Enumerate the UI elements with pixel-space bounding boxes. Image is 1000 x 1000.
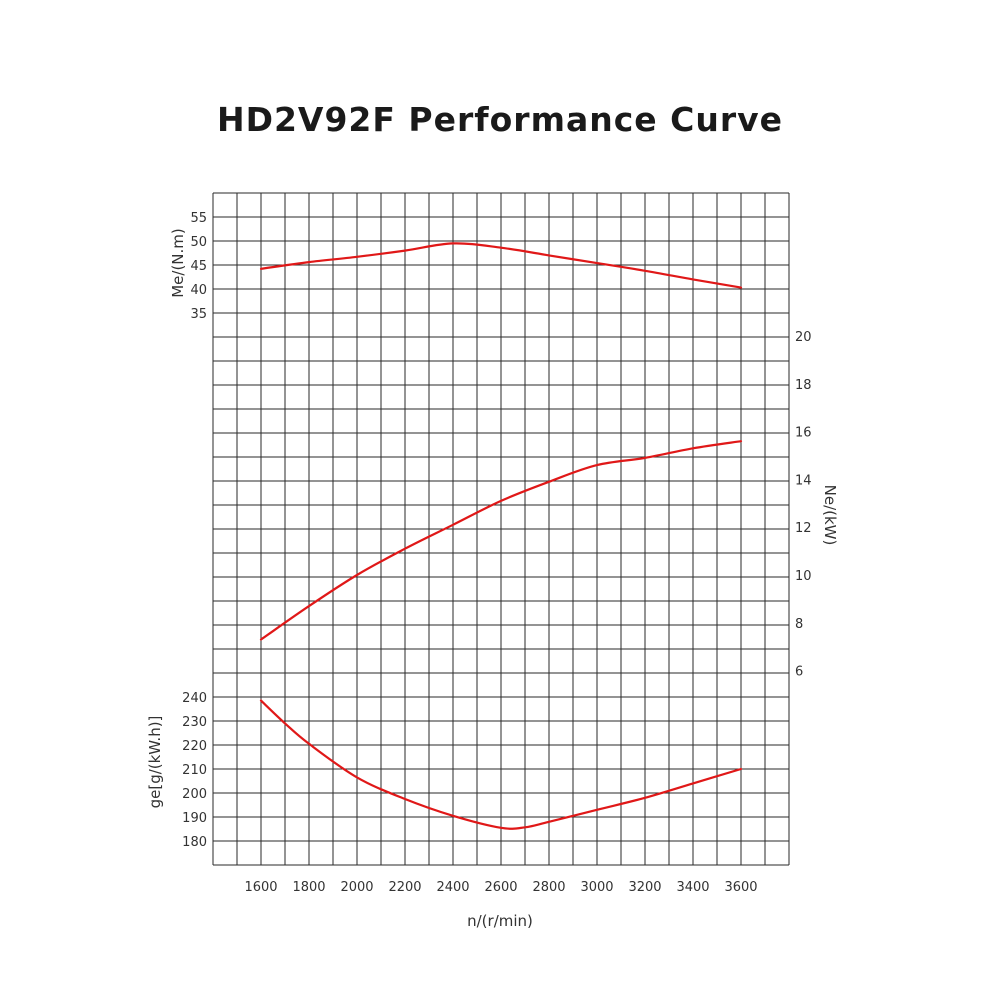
- chart-grid: [212, 192, 790, 866]
- x-tick-label: 2600: [484, 880, 517, 895]
- chart-ticks: 1600 1800 2000 2200 2400 2600 2800 3000 3200 3400…: [182, 211, 811, 895]
- x-tick-label: 1600: [244, 880, 277, 895]
- ge-tick-label: 240: [182, 691, 207, 706]
- ne-curve: [259, 440, 743, 641]
- ge-tick-label: 200: [182, 787, 207, 802]
- me-curve: [259, 242, 743, 289]
- ne-tick-label: 8: [795, 617, 803, 632]
- x-tick-label: 2400: [436, 880, 469, 895]
- me-tick-label: 50: [190, 235, 207, 250]
- me-tick-label: 35: [190, 307, 207, 322]
- x-tick-label: 1800: [292, 880, 325, 895]
- ne-tick-label: 12: [795, 521, 812, 536]
- ge-tick-label: 180: [182, 835, 207, 850]
- ge-tick-label: 190: [182, 811, 207, 826]
- x-tick-label: 2200: [388, 880, 421, 895]
- x-tick-label: 3200: [628, 880, 661, 895]
- chart-axis-labels: n/(r/min) Me/(N.m) Ne/(kW) ge[g/(kW.h)]: [146, 228, 839, 930]
- x-tick-label: 3600: [724, 880, 757, 895]
- ge-tick-label: 230: [182, 715, 207, 730]
- ge-curve: [259, 699, 743, 830]
- x-tick-label: 3400: [676, 880, 709, 895]
- ne-tick-label: 14: [795, 473, 812, 488]
- x-tick-label: 3000: [580, 880, 613, 895]
- x-tick-label: 2000: [340, 880, 373, 895]
- ne-axis-label: Ne/(kW): [821, 485, 839, 546]
- chart-title: HD2V92F Performance Curve: [216, 100, 784, 139]
- x-tick-label: 2800: [532, 880, 565, 895]
- ne-tick-label: 10: [795, 569, 812, 584]
- x-axis-label: n/(r/min): [467, 912, 533, 930]
- ge-axis-label: ge[g/(kW.h)]: [146, 716, 164, 809]
- me-tick-label: 40: [190, 283, 207, 298]
- chart-curves: [259, 242, 743, 830]
- me-tick-label: 45: [190, 259, 207, 274]
- ne-tick-label: 18: [795, 378, 812, 393]
- ge-tick-label: 210: [182, 763, 207, 778]
- ne-tick-label: 20: [795, 330, 812, 345]
- ge-tick-label: 220: [182, 739, 207, 754]
- ne-tick-label: 6: [795, 665, 803, 680]
- me-axis-label: Me/(N.m): [169, 228, 187, 298]
- ne-tick-label: 16: [795, 426, 812, 441]
- me-tick-label: 55: [190, 211, 207, 226]
